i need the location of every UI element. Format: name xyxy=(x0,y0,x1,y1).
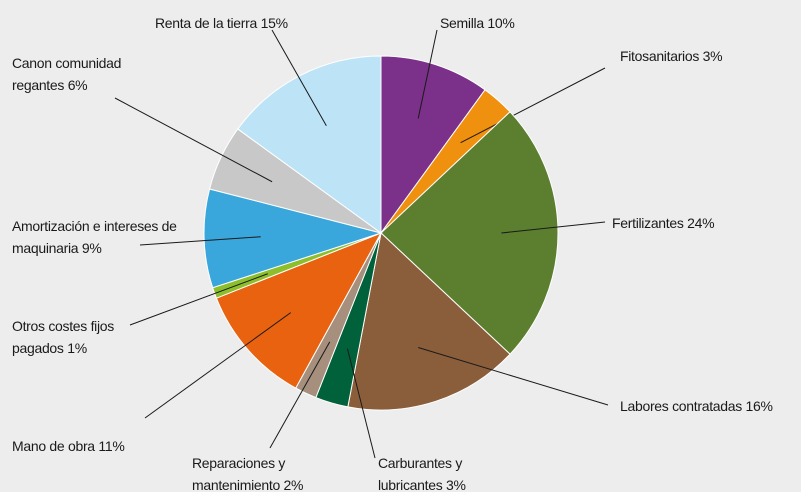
slice-label: Amortización e intereses de maquinaria 9… xyxy=(12,215,212,259)
pie-slice xyxy=(380,111,559,355)
category-name: Mano de obra xyxy=(12,438,95,454)
category-name: Amortización e intereses de maquinaria xyxy=(12,218,177,256)
leader-line xyxy=(417,29,438,119)
leader-line xyxy=(346,348,376,459)
leader-line xyxy=(501,221,606,234)
category-name: Semilla xyxy=(440,15,484,31)
value-label: 1% xyxy=(67,340,87,356)
pie-slice xyxy=(347,232,511,411)
value-label: 3% xyxy=(702,48,723,64)
slice-label: Otros costes fijos pagados 1% xyxy=(12,315,117,359)
value-label: 10% xyxy=(487,15,515,31)
leader-line xyxy=(139,236,261,246)
category-name: Canon comunidad regantes xyxy=(12,55,122,93)
pie-slice xyxy=(215,232,383,389)
slice-label: Labores contratadas 16% xyxy=(620,395,800,417)
slice-label: Semilla 10% xyxy=(440,12,560,34)
value-label: 3% xyxy=(446,477,466,492)
category-name: Carburantes y lubricantes xyxy=(378,455,463,492)
pie-slice xyxy=(203,188,383,289)
leader-line xyxy=(144,312,292,419)
category-name: Otros costes fijos pagados xyxy=(12,318,114,356)
pie-slice xyxy=(237,55,382,234)
pie-slice xyxy=(380,55,486,235)
leader-line xyxy=(269,341,331,449)
leader-line xyxy=(418,346,609,406)
leader-line xyxy=(129,273,268,326)
leader-line xyxy=(114,97,273,183)
category-name: Renta de la tierra xyxy=(155,15,257,31)
value-label: 16% xyxy=(745,398,773,414)
category-name: Reparaciones y mantenimiento xyxy=(192,455,286,492)
category-name: Fitosanitarios xyxy=(620,48,700,64)
slice-label: Renta de la tierra 15% xyxy=(155,12,315,34)
leader-line xyxy=(460,67,606,144)
slice-label: Fertilizantes 24% xyxy=(612,212,762,234)
leader-line xyxy=(271,29,327,127)
value-label: 9% xyxy=(81,240,102,256)
value-label: 6% xyxy=(67,77,88,93)
value-label: 11% xyxy=(98,438,125,454)
slice-label: Fitosanitarios 3% xyxy=(620,45,770,67)
slice-label: Mano de obra 11% xyxy=(12,435,152,457)
value-label: 15% xyxy=(260,15,288,31)
slice-label: Carburantes y lubricantes 3% xyxy=(378,452,488,492)
value-label: 24% xyxy=(687,215,715,231)
value-label: 2% xyxy=(283,477,304,492)
category-name: Labores contratadas xyxy=(620,398,742,414)
slice-label: Reparaciones y mantenimiento 2% xyxy=(192,452,332,492)
category-name: Fertilizantes xyxy=(612,215,684,231)
slice-label: Canon comunidad regantes 6% xyxy=(12,52,147,96)
